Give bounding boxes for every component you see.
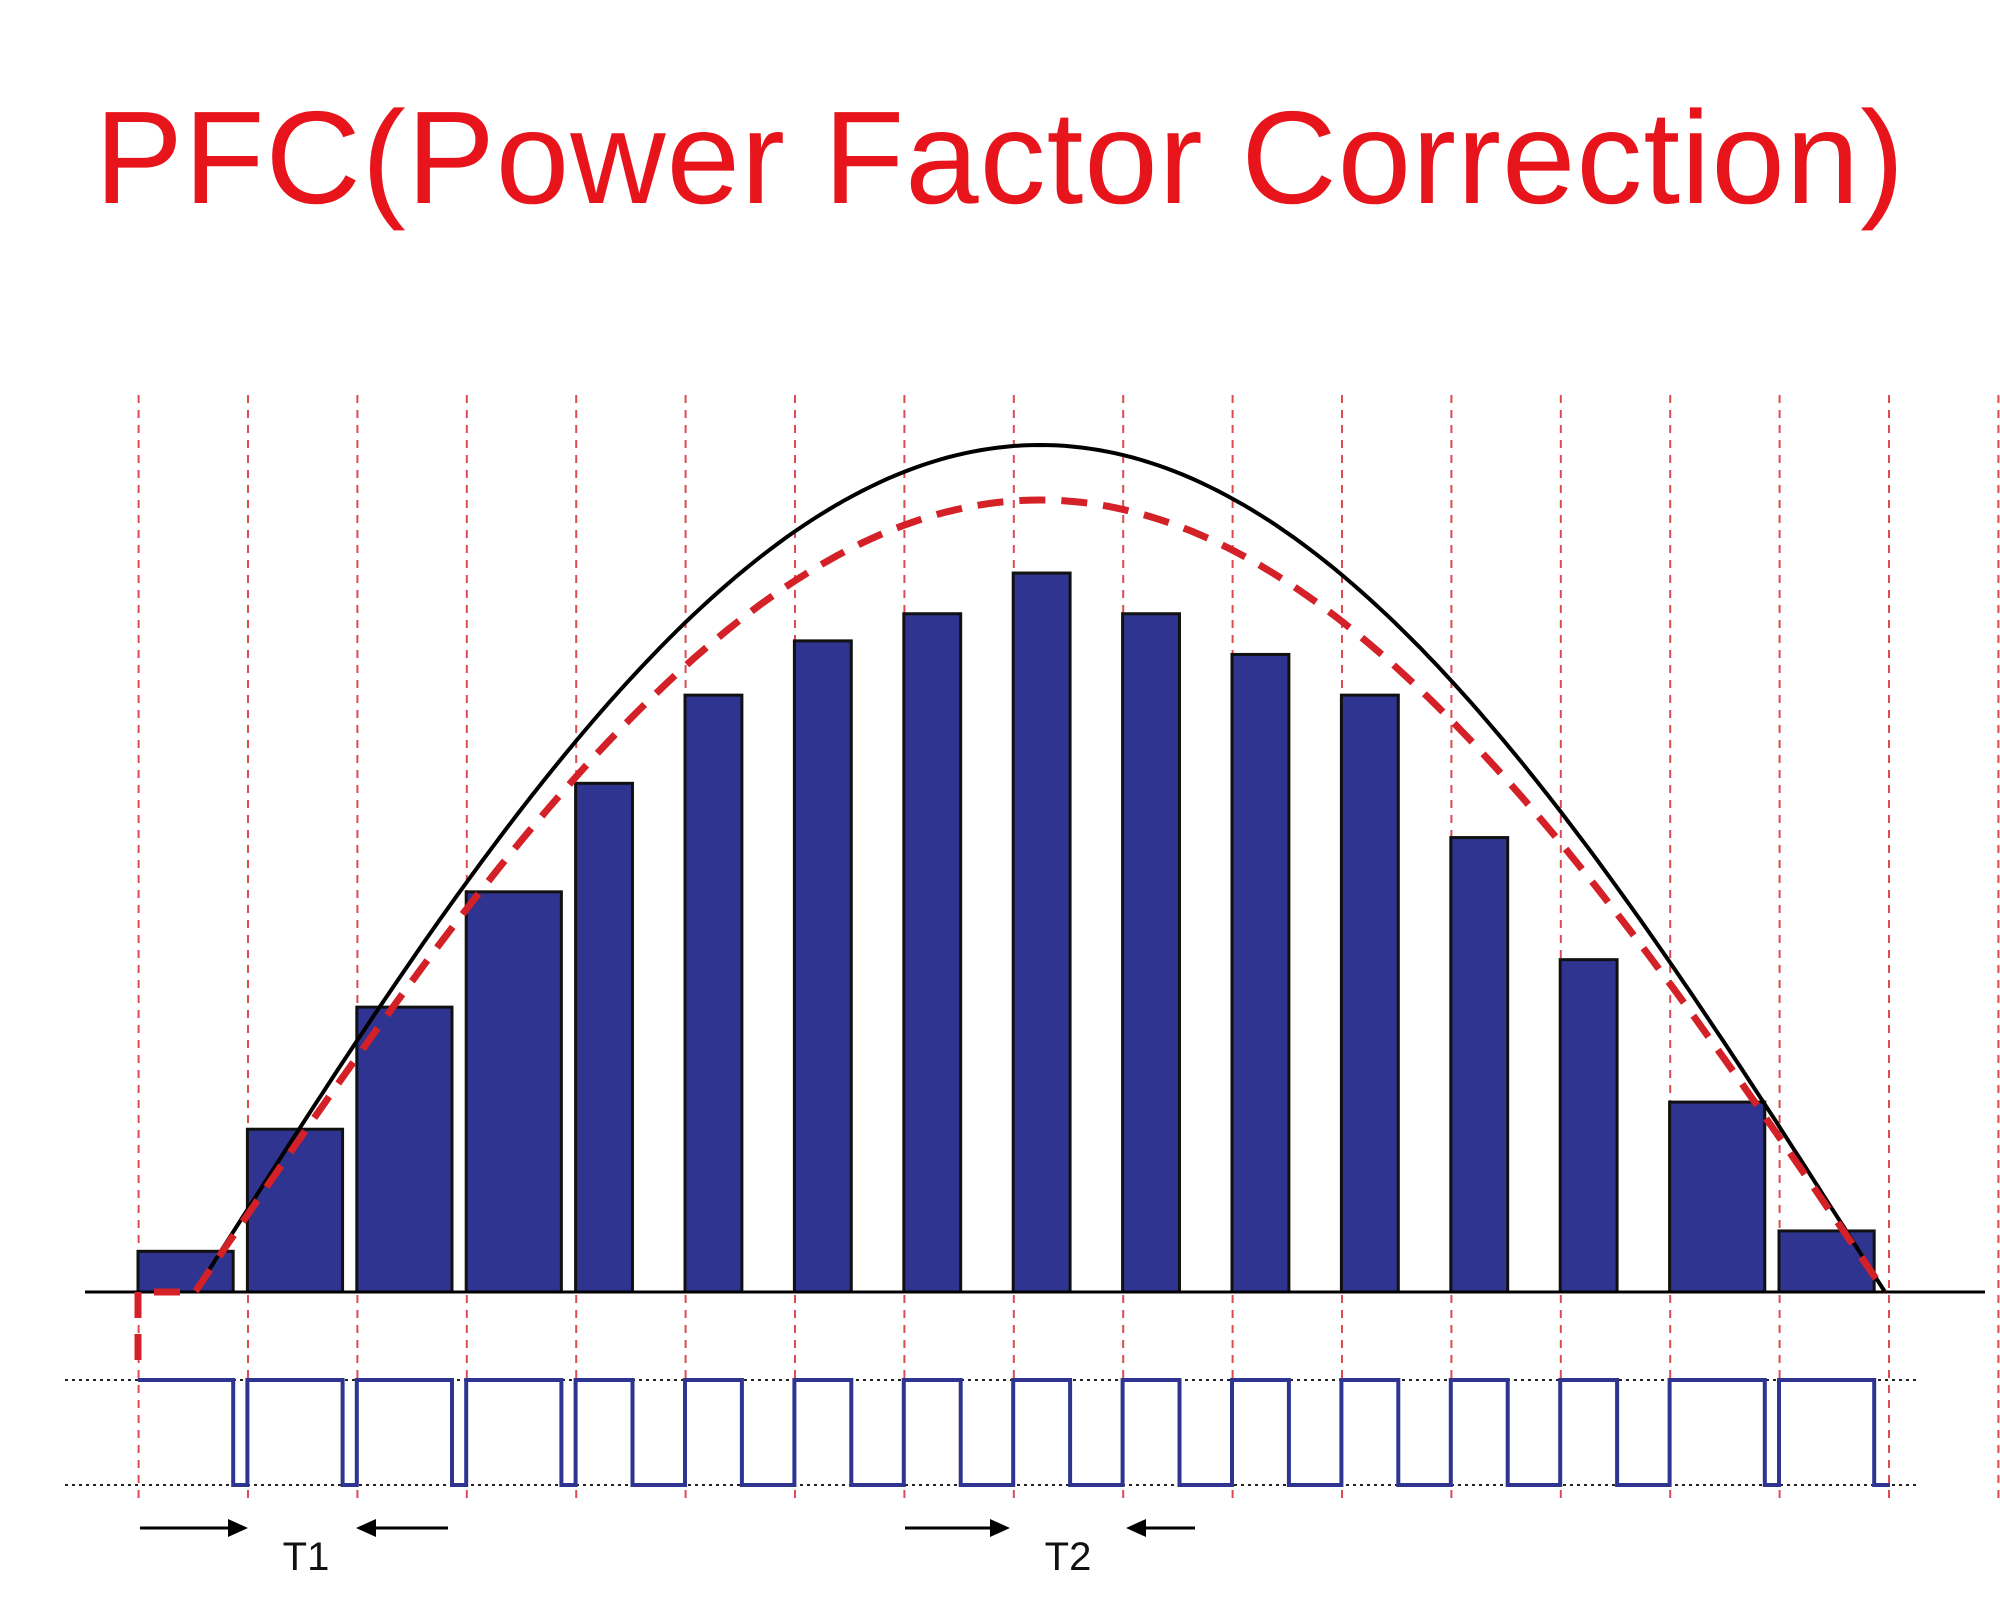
bar-8	[902, 612, 963, 1294]
pwm-pulse-train	[138, 1378, 1890, 1487]
bar-15	[1668, 1100, 1767, 1294]
t2-right-arrow-head	[1126, 1519, 1146, 1537]
t2-left-arrow-head	[990, 1519, 1010, 1537]
bar-1	[136, 1249, 235, 1294]
bar-3	[355, 1005, 454, 1294]
bar-12	[1339, 693, 1400, 1294]
t1-label: T1	[283, 1535, 330, 1579]
bar-7	[792, 639, 853, 1294]
page-title: PFC(Power Factor Correction)	[94, 84, 1906, 231]
current-bars	[136, 571, 1876, 1294]
t2-label: T2	[1045, 1535, 1092, 1579]
bar-2	[245, 1127, 345, 1294]
bar-4	[464, 890, 563, 1294]
t2-period-marker: T2	[905, 1519, 1195, 1579]
bar-9	[1011, 571, 1072, 1294]
bar-11	[1230, 652, 1291, 1294]
average-current-dashed-curve	[134, 496, 1888, 1360]
bar-16	[1777, 1229, 1876, 1294]
period-grid-lines	[137, 395, 2000, 1500]
t1-right-arrow-head	[356, 1519, 376, 1537]
bar-14	[1558, 958, 1619, 1294]
t1-period-marker: T1	[140, 1519, 448, 1579]
bar-6	[683, 693, 744, 1294]
bar-10	[1121, 612, 1181, 1294]
bar-5	[574, 781, 634, 1294]
voltage-envelope-curve	[193, 442, 1887, 1294]
bar-13	[1449, 836, 1510, 1294]
t1-left-arrow-head	[228, 1519, 248, 1537]
